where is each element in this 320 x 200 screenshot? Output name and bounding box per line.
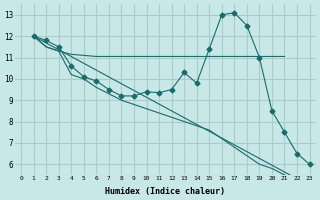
X-axis label: Humidex (Indice chaleur): Humidex (Indice chaleur) bbox=[105, 187, 225, 196]
